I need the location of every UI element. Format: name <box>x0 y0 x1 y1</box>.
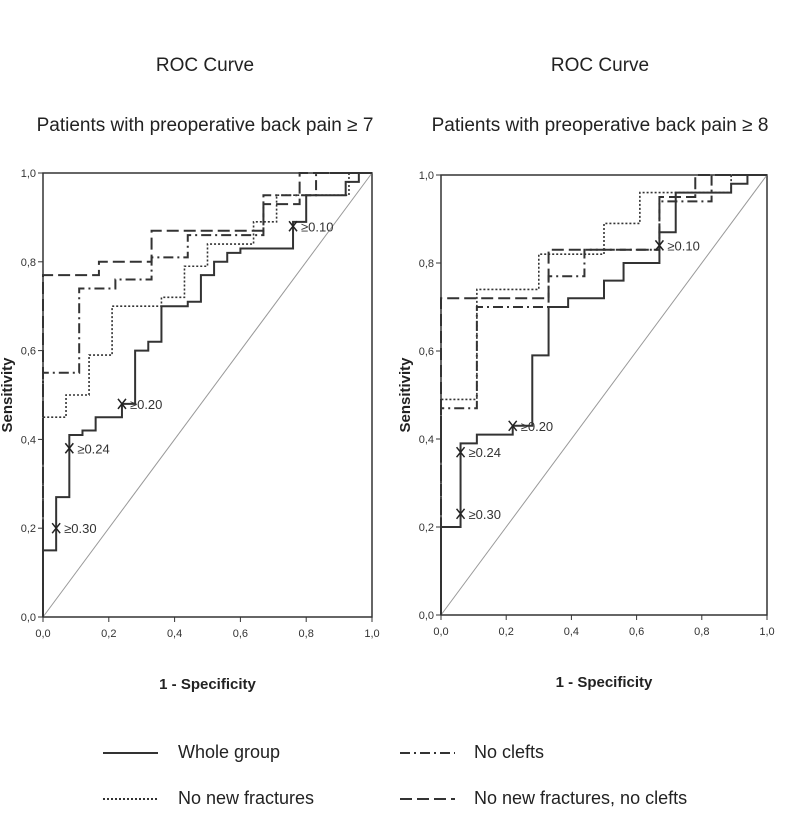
x-tick-label: 0,4 <box>167 628 182 640</box>
roc-curve-no-new-fractures <box>440 174 767 615</box>
legend-no-clefts: No clefts <box>474 742 545 762</box>
y-tick-label: 0,6 <box>419 346 434 358</box>
threshold-label: ≥0.30 <box>64 521 96 536</box>
reference-diagonal <box>440 174 768 616</box>
x-tick-label: 0,8 <box>299 628 314 640</box>
y-tick-label: 1,0 <box>419 170 434 182</box>
roc-curve-no-clefts <box>440 174 767 615</box>
y-tick-label: 1,0 <box>21 168 36 180</box>
y-tick-label: 0,0 <box>21 612 36 624</box>
threshold-label: ≥0.10 <box>301 219 333 234</box>
x-tick-label: 1,0 <box>759 626 774 638</box>
threshold-marker <box>288 220 298 232</box>
x-tick-label: 0,2 <box>499 626 514 638</box>
legend-no-new-fractures-no-clefts: No new fractures, no clefts <box>474 788 688 808</box>
left-title: ROC Curve <box>155 55 255 76</box>
threshold-label: ≥0.30 <box>469 507 501 522</box>
y-tick-label: 0,4 <box>419 434 434 446</box>
plot-right: 0,0 0,0 0,2 0,2 0,4 0,4 0,6 0,6 0,8 0,8 1,0 1,0 1 - … <box>397 170 775 691</box>
y-tick-label: 0,8 <box>419 258 434 270</box>
threshold-label: ≥0.24 <box>77 441 109 456</box>
right-subtitle: Patients with preoperative back pain ≥ 8 <box>431 115 769 136</box>
roc-curve-no-new-fractures <box>42 172 372 617</box>
left-subtitle: Patients with preoperative back pain ≥ 7 <box>36 115 374 136</box>
plot-frame <box>440 174 768 616</box>
x-tick-label: 1,0 <box>364 628 379 640</box>
x-tick-label: 0,2 <box>101 628 116 640</box>
threshold-label: ≥0.20 <box>130 397 162 412</box>
x-axis-label: 1 - Specificity <box>159 676 256 693</box>
roc-curve-no-new-fractures-no-clefts <box>42 172 372 617</box>
threshold-marker <box>117 398 127 410</box>
threshold-marker <box>654 239 665 251</box>
legend-no-new-fractures: No new fractures <box>178 788 315 808</box>
reference-diagonal <box>42 172 373 618</box>
y-tick-label: 0,2 <box>419 522 434 534</box>
x-tick-label: 0,0 <box>35 628 50 640</box>
x-tick-label: 0,0 <box>433 626 448 638</box>
y-axis-label: Sensitivity <box>397 357 414 433</box>
right-title: ROC Curve <box>550 55 650 76</box>
y-tick-label: 0,6 <box>21 346 36 358</box>
y-tick-label: 0,8 <box>21 257 36 269</box>
threshold-marker <box>64 442 74 454</box>
threshold-marker <box>51 522 61 534</box>
x-tick-label: 0,6 <box>233 628 248 640</box>
x-tick-label: 0,8 <box>694 626 709 638</box>
roc-curve-whole-group <box>440 174 767 615</box>
x-tick-label: 0,4 <box>564 626 579 638</box>
threshold-label: ≥0.10 <box>667 238 699 253</box>
roc-curve-whole-group <box>42 172 372 617</box>
x-axis-label: 1 - Specificity <box>556 674 653 691</box>
y-tick-label: 0,0 <box>419 610 434 622</box>
legend-whole-group: Whole group <box>178 742 281 762</box>
threshold-marker <box>455 446 466 458</box>
plot-left: 0,0 0,0 0,2 0,2 0,4 0,4 0,6 0,6 0,8 0,8 1,0 1,0 1 - … <box>0 168 380 693</box>
threshold-marker <box>455 508 466 520</box>
roc-curve-no-new-fractures-no-clefts <box>440 174 767 615</box>
y-axis-label: Sensitivity <box>0 357 16 433</box>
threshold-label: ≥0.24 <box>469 445 501 460</box>
y-tick-label: 0,4 <box>21 434 36 446</box>
y-tick-label: 0,2 <box>21 523 36 535</box>
x-tick-label: 0,6 <box>629 626 644 638</box>
threshold-marker <box>508 420 518 432</box>
threshold-label: ≥0.20 <box>521 419 553 434</box>
